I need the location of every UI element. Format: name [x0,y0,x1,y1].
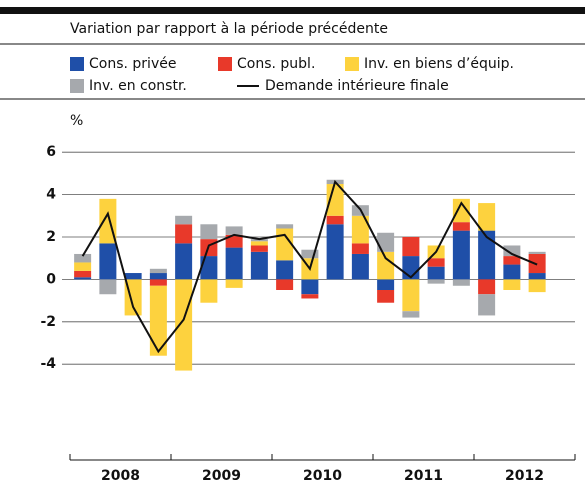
y-tick-label: 0 [46,271,56,287]
x-group-label: 2011 [404,468,443,484]
legend-swatch [70,79,84,93]
x-group-label: 2008 [101,468,140,484]
bar-segment [377,232,395,252]
bar-segment [377,290,395,303]
bar-segment [301,249,319,259]
bar-segment [149,279,167,286]
bar-segment [149,285,167,356]
bar-segment [478,203,496,231]
bar-segment [326,184,344,216]
bar-segment [200,256,218,280]
y-tick-label: 6 [46,144,56,160]
bar-segment [377,279,395,290]
bar-segment [74,262,92,271]
bar-segment [377,251,395,280]
bar-segment [175,215,193,225]
bar-segment [250,241,268,246]
x-group-label: 2010 [303,468,342,484]
bar-segment [225,234,243,248]
bar-segment [99,279,117,295]
bar-segment [276,260,294,280]
bar-segment [351,215,369,244]
bar-segment [200,279,218,303]
bar-segment [276,224,294,229]
bar-segment [175,243,193,280]
legend-swatch [70,57,84,71]
bar-segment [503,264,521,280]
bar-segment [276,279,294,290]
bar-segment [74,277,92,280]
y-unit: % [70,113,83,129]
legend-label: Inv. en biens d’équip. [364,56,514,72]
bar-segment [301,279,319,295]
y-tick-label: 2 [46,229,56,245]
bar-segment [427,258,445,267]
bar-segment [351,253,369,280]
bar-segment [225,226,243,235]
x-group-label: 2009 [202,468,241,484]
y-tick-label: 4 [46,187,56,203]
x-group-label: 2012 [505,468,544,484]
bar-segment [503,256,521,265]
bar-segment [402,279,420,312]
top-bar [0,7,585,14]
bar-segment [452,230,470,280]
bar-segment [503,245,521,257]
bar-segment [124,273,142,280]
bar-segment [452,279,470,286]
legend-label: Cons. privée [89,56,176,72]
y-tick-label: -4 [40,356,56,372]
bar-segment [503,279,521,290]
bar-segment [200,224,218,240]
bar-segment [74,253,92,263]
bar-segment [402,237,420,257]
y-tick-label: -2 [40,314,56,330]
bar-segment [478,279,496,295]
bar-segment [326,215,344,225]
legend-swatch [218,57,232,71]
bar-segment [402,311,420,318]
bar-segment [250,239,268,242]
bar-segment [74,270,92,278]
bar-segment [175,224,193,244]
legend-label: Demande intérieure finale [265,78,449,94]
bar-segment [427,279,445,284]
bar-segment [149,268,167,274]
bar-segment [478,294,496,316]
bar-segment [351,243,369,254]
bar-segment [528,273,546,280]
bar-segment [452,198,470,223]
legend-label: Inv. en constr. [89,78,187,94]
bar-segment [326,224,344,280]
bar-segment [225,279,243,288]
bar-segment [250,251,268,280]
bar-segment [301,294,319,299]
bar-segment [427,266,445,280]
bar-segment [149,273,167,280]
legend-swatch [345,57,359,71]
bar-segment [478,230,496,280]
bar-segment [175,279,193,371]
line [81,179,538,354]
bar-segment [528,279,546,293]
chart-subtitle: Variation par rapport à la période précé… [70,21,388,37]
bar-segment [528,251,546,254]
bar-segment [250,245,268,252]
bar-segment [452,222,470,231]
legend-label: Cons. publ. [237,56,315,72]
bar-segment [225,247,243,280]
bar-segment [99,243,117,280]
